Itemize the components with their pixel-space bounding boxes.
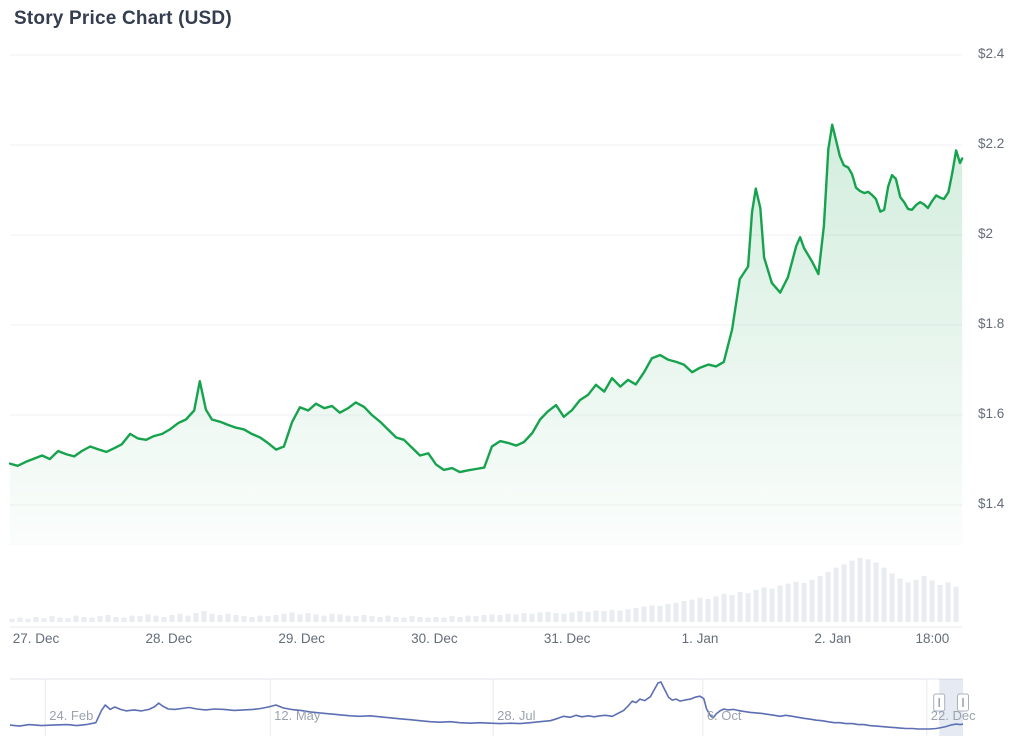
nav-axis-label: 12. May [274,708,321,723]
nav-series-line [9,681,964,730]
y-axis-label: $2 [978,226,994,241]
nav-axis-label: 6. Oct [706,708,742,723]
x-axis-label: 28. Dec [145,631,193,646]
navigator [9,678,969,736]
y-axis-label: $2.4 [978,46,1005,61]
volume-bars [9,558,959,622]
nav-axis-label: 24. Feb [49,708,94,723]
main-plot-hover-area[interactable] [10,30,962,622]
x-axis-label: 31. Dec [543,631,591,646]
page-title: Story Price Chart (USD) [14,8,232,29]
selected-range[interactable] [939,679,963,736]
nav-handle-right[interactable] [957,693,969,712]
y-axis-label: $1.4 [978,496,1005,511]
x-axis-label: 18:00 [915,631,950,646]
price-area-fill [10,124,963,545]
x-axis-label: 30. Dec [411,631,458,646]
price-line[interactable] [8,123,964,474]
x-axis-label: 1. Jan [681,631,719,646]
x-axis-label: 2. Jan [814,631,852,646]
nav-axis-label: 28. Jul [497,708,536,723]
x-axis-label: 29. Dec [278,631,325,646]
y-axis-label: $1.6 [978,406,1005,421]
y-axis-label: $1.8 [978,316,1005,331]
x-axis-label: 27. Dec [12,631,60,646]
nav-handle-left[interactable] [933,693,946,712]
y-axis-label: $2.2 [978,136,1005,151]
nav-axis-label: 22. Dec [930,708,976,723]
